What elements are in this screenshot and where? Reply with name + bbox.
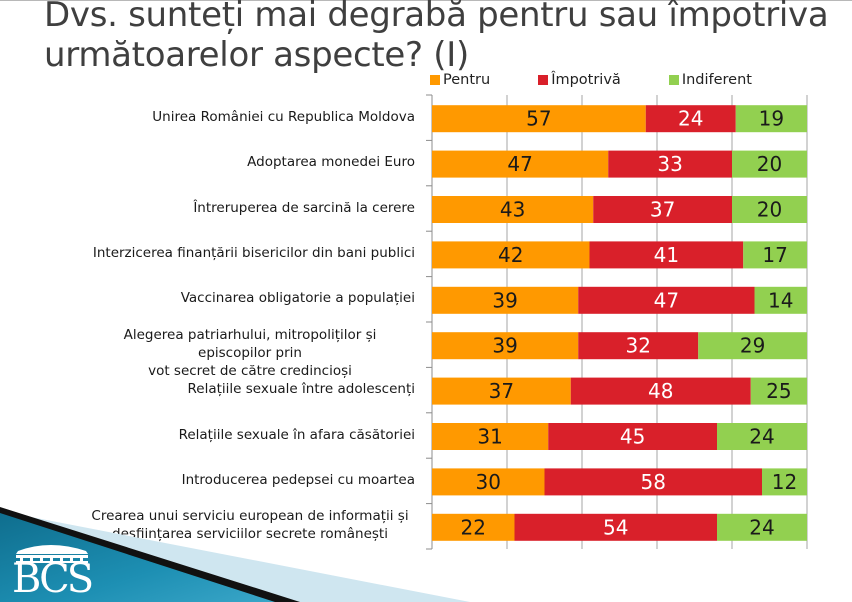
legend-swatch-impotriva [538,75,549,85]
swoosh-teal [0,513,275,602]
bar-segment-indiferent [717,513,807,541]
logo-icon [16,545,88,563]
data-label: 32 [626,334,651,358]
data-label: 20 [757,198,782,222]
category-label-line: Adoptarea monedei Euro [247,154,415,171]
data-label: 30 [476,470,501,494]
bar-segment-pentru [432,513,515,541]
category-label-line: Relațiile sexuale între adolescenți [187,381,415,398]
category-label-line: Vaccinarea obligatorie a populației [180,290,415,307]
data-label: 25 [766,379,791,403]
data-label: 33 [657,152,682,176]
legend-item-indiferent: Indiferent [668,72,752,88]
category-label-line: Întreruperea de sarcină la cerere [193,199,415,216]
bar-segment-indiferent [754,286,807,314]
data-label: 39 [492,288,517,312]
brand-swoosh [0,507,470,602]
category-label-line: vot secret de către credincioși [148,362,352,379]
legend-item-impotriva: Împotrivă [538,72,621,88]
data-label: 14 [768,288,793,312]
legend-label-pentru: Pentru [443,72,491,88]
data-label: 41 [654,243,679,267]
category-label-line: Relațiile sexuale în afara căsătoriei [178,426,415,443]
bar-segment-impotriva [544,468,762,496]
bar-segment-impotriva [645,105,736,133]
data-label: 48 [648,379,673,403]
bar-segment-pentru [432,468,545,496]
data-label: 19 [759,107,784,131]
bar-segment-indiferent [732,196,807,223]
category-label-line: Alegerea patriarhului, mitropoliților și… [123,326,377,361]
bar-segment-indiferent [732,150,807,178]
logo-text: BCS [12,556,94,602]
legend-item-pentru: Pentru [430,72,490,88]
category-label: Introducerea pedepsei cu moartea [0,471,415,489]
category-label-line: Crearea unui serviciu european de inform… [91,508,409,525]
bar-segment-indiferent [743,241,807,269]
category-label-line: desființarea serviciilor secrete româneș… [112,526,388,543]
data-label: 22 [461,515,486,539]
data-label: 12 [772,470,797,494]
bar-segment-pentru [432,377,571,405]
bar-segment-pentru [432,196,594,223]
category-label: Crearea unui serviciu european de inform… [85,507,415,543]
bar-segment-indiferent [717,423,807,450]
chart-legend: Pentru Împotrivă Indiferent [430,71,752,89]
category-label: Întreruperea de sarcină la cerere [0,199,415,217]
category-label-line: Unirea României cu Republica Moldova [152,108,415,125]
category-label-line: Introducerea pedepsei cu moartea [181,471,415,488]
category-label: Alegerea patriarhului, mitropoliților și… [85,326,415,380]
bar-segment-pentru [432,150,609,178]
data-label: 17 [762,243,787,267]
category-label: Relațiile sexuale în afara căsătoriei [0,426,415,444]
legend-label-impotriva: Împotrivă [551,72,621,88]
bar-segment-impotriva [514,513,717,541]
bar-segment-impotriva [593,196,732,223]
data-label: 24 [749,425,774,449]
category-label: Unirea României cu Republica Moldova [0,108,415,126]
bar-segment-indiferent [762,468,807,496]
data-label: 57 [526,107,551,131]
category-label: Relațiile sexuale între adolescenți [0,380,415,398]
data-label: 47 [654,288,679,312]
slide-title: Dvs. sunteți mai degrabă pentru sau împo… [44,0,829,75]
bar-segment-indiferent [750,377,807,405]
bar-segment-pentru [432,105,646,133]
category-label: Interzicerea finanțării bisericilor din … [0,244,415,262]
bar-segment-impotriva [608,150,732,178]
legend-swatch-pentru [430,75,440,85]
bar-segment-pentru [432,286,579,314]
data-label: 24 [749,515,774,539]
data-label: 24 [678,107,703,131]
data-label: 37 [489,379,514,403]
data-label: 31 [477,425,502,449]
data-label: 47 [507,152,532,176]
bar-segment-impotriva [578,332,699,360]
category-label: Adoptarea monedei Euro [0,153,415,171]
data-label: 58 [641,470,666,494]
data-label: 45 [620,425,645,449]
legend-swatch-indiferent [668,75,679,85]
bar-segment-impotriva [570,377,751,405]
bar-segment-impotriva [548,423,717,450]
category-label: Vaccinarea obligatorie a populației [0,289,415,307]
bar-segment-pentru [432,332,579,360]
data-label: 42 [498,243,523,267]
bar-segment-pentru [432,423,549,450]
bar-segment-indiferent [735,105,807,133]
data-label: 29 [740,334,765,358]
bar-segment-impotriva [589,241,744,269]
category-label-line: Interzicerea finanțării bisericilor din … [92,244,415,261]
bar-segment-pentru [432,241,590,269]
data-label: 43 [500,198,525,222]
bar-segment-impotriva [578,286,755,314]
legend-label-indiferent: Indiferent [681,72,752,88]
data-label: 37 [650,198,675,222]
data-label: 54 [603,515,628,539]
bar-segment-indiferent [698,332,807,360]
data-label: 20 [757,152,782,176]
data-label: 39 [492,334,517,358]
